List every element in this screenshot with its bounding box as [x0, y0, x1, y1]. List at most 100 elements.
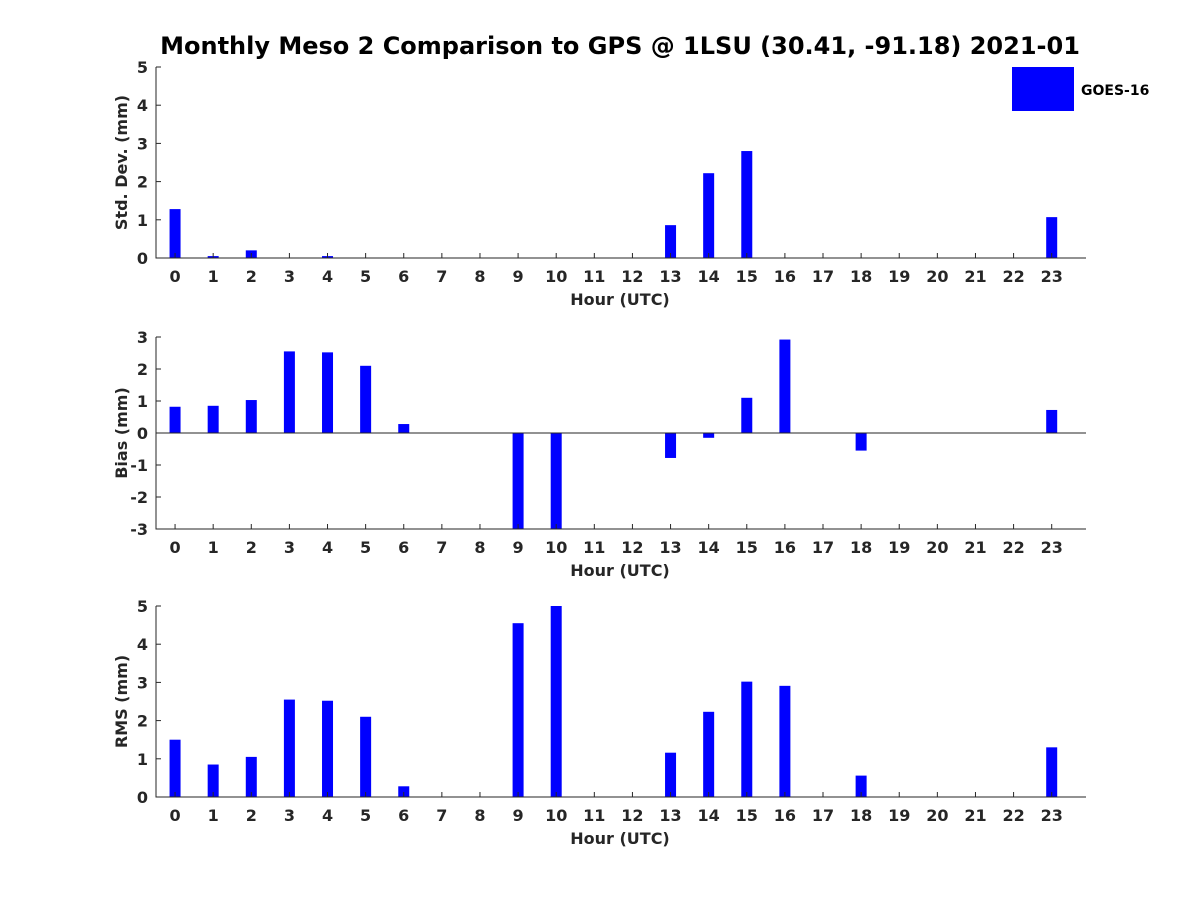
x-tick-label: 22	[1002, 267, 1024, 286]
x-tick-label: 10	[545, 538, 567, 557]
bar-rms-hour-15	[741, 681, 753, 797]
x-tick-label: 6	[398, 538, 409, 557]
y-tick-label: 5	[137, 58, 148, 77]
y-tick-label: 1	[137, 392, 148, 411]
x-tick-label: 3	[284, 806, 295, 825]
x-tick-label: 6	[398, 806, 409, 825]
x-tick-label: 1	[208, 538, 219, 557]
y-tick-label: 4	[137, 96, 148, 115]
y-tick-label: 3	[137, 134, 148, 153]
x-tick-label: 6	[398, 267, 409, 286]
x-tick-label: 18	[850, 538, 872, 557]
chart-title: Monthly Meso 2 Comparison to GPS @ 1LSU …	[160, 32, 1080, 60]
x-tick-label: 8	[474, 267, 485, 286]
legend-swatch	[1012, 67, 1074, 111]
y-tick-label: 0	[137, 424, 148, 443]
x-tick-label: 15	[736, 538, 758, 557]
bar-rms-hour-18	[855, 775, 867, 797]
x-tick-label: 8	[474, 538, 485, 557]
axes-std-dev	[155, 67, 1086, 259]
y-tick-label: 2	[137, 360, 148, 379]
y-tick-label: 1	[137, 211, 148, 230]
legend-label: GOES-16	[1081, 83, 1149, 99]
y-tick-label: 2	[137, 173, 148, 192]
x-tick-label: 5	[360, 538, 371, 557]
bar-rms-hour-14	[703, 711, 715, 797]
x-tick-label: 23	[1041, 806, 1063, 825]
bar-std-dev-hour-14	[703, 173, 715, 258]
x-tick-label: 9	[513, 538, 524, 557]
bar-rms-hour-0	[169, 739, 181, 797]
bar-bias-hour-23	[1046, 409, 1058, 433]
x-tick-label: 13	[659, 267, 681, 286]
x-tick-label: 21	[964, 267, 986, 286]
x-tick-label: 1	[208, 806, 219, 825]
x-tick-label: 9	[513, 267, 524, 286]
x-tick-label: 22	[1002, 806, 1024, 825]
bar-std-dev-hour-15	[741, 151, 753, 258]
x-tick-label: 13	[659, 806, 681, 825]
bar-rms-hour-10	[550, 606, 562, 797]
x-tick-label: 17	[812, 806, 834, 825]
x-tick-label: 5	[360, 806, 371, 825]
x-tick-label: 8	[474, 806, 485, 825]
bar-rms-hour-2	[245, 756, 257, 797]
y-tick-label: 1	[137, 750, 148, 769]
y-tick-label: 4	[137, 635, 148, 654]
legend: GOES-16	[1012, 67, 1149, 111]
x-tick-label: 14	[698, 806, 720, 825]
y-tick-label: 3	[137, 328, 148, 347]
bar-rms-hour-6	[398, 786, 410, 797]
bar-rms-hour-13	[665, 752, 677, 797]
x-tick-label: 19	[888, 806, 910, 825]
x-tick-label: 0	[169, 538, 180, 557]
x-tick-label: 23	[1041, 538, 1063, 557]
x-tick-label: 13	[659, 538, 681, 557]
y-tick-label: -1	[130, 456, 148, 475]
x-axis-label: Hour (UTC)	[570, 290, 670, 309]
x-tick-label: 21	[964, 538, 986, 557]
bar-rms-hour-9	[512, 623, 524, 797]
x-tick-label: 18	[850, 267, 872, 286]
x-tick-label: 21	[964, 806, 986, 825]
axes-rms	[155, 606, 1086, 798]
x-tick-label: 19	[888, 538, 910, 557]
bar-std-dev-hour-0	[169, 209, 181, 258]
bar-bias-hour-3	[283, 351, 295, 433]
x-tick-label: 17	[812, 538, 834, 557]
x-tick-label: 3	[284, 267, 295, 286]
bar-rms-hour-1	[207, 764, 219, 797]
bar-bias-hour-10	[550, 433, 562, 529]
bar-bias-hour-13	[665, 433, 677, 458]
bar-rms-hour-5	[360, 716, 372, 797]
y-tick-label: 0	[137, 249, 148, 268]
bar-bias-hour-0	[169, 406, 181, 433]
x-tick-label: 18	[850, 806, 872, 825]
bar-bias-hour-6	[398, 424, 410, 433]
x-tick-label: 15	[736, 267, 758, 286]
x-tick-label: 5	[360, 267, 371, 286]
x-tick-label: 11	[583, 267, 605, 286]
bar-bias-hour-4	[322, 352, 334, 433]
x-tick-label: 4	[322, 267, 333, 286]
bar-rms-hour-3	[283, 699, 295, 797]
bar-bias-hour-16	[779, 339, 791, 433]
bar-bias-hour-5	[360, 365, 372, 433]
x-tick-label: 20	[926, 806, 948, 825]
x-tick-label: 17	[812, 267, 834, 286]
x-tick-label: 4	[322, 806, 333, 825]
y-tick-label: 0	[137, 788, 148, 807]
y-tick-label: 5	[137, 597, 148, 616]
y-axis-label: RMS (mm)	[112, 655, 131, 748]
bar-bias-hour-1	[207, 405, 219, 433]
x-tick-label: 2	[246, 806, 257, 825]
bar-bias-hour-15	[741, 397, 753, 433]
x-tick-label: 12	[621, 806, 643, 825]
y-axis-label: Bias (mm)	[112, 387, 131, 479]
bar-bias-hour-9	[512, 433, 524, 529]
x-tick-label: 0	[169, 806, 180, 825]
x-tick-label: 14	[698, 538, 720, 557]
